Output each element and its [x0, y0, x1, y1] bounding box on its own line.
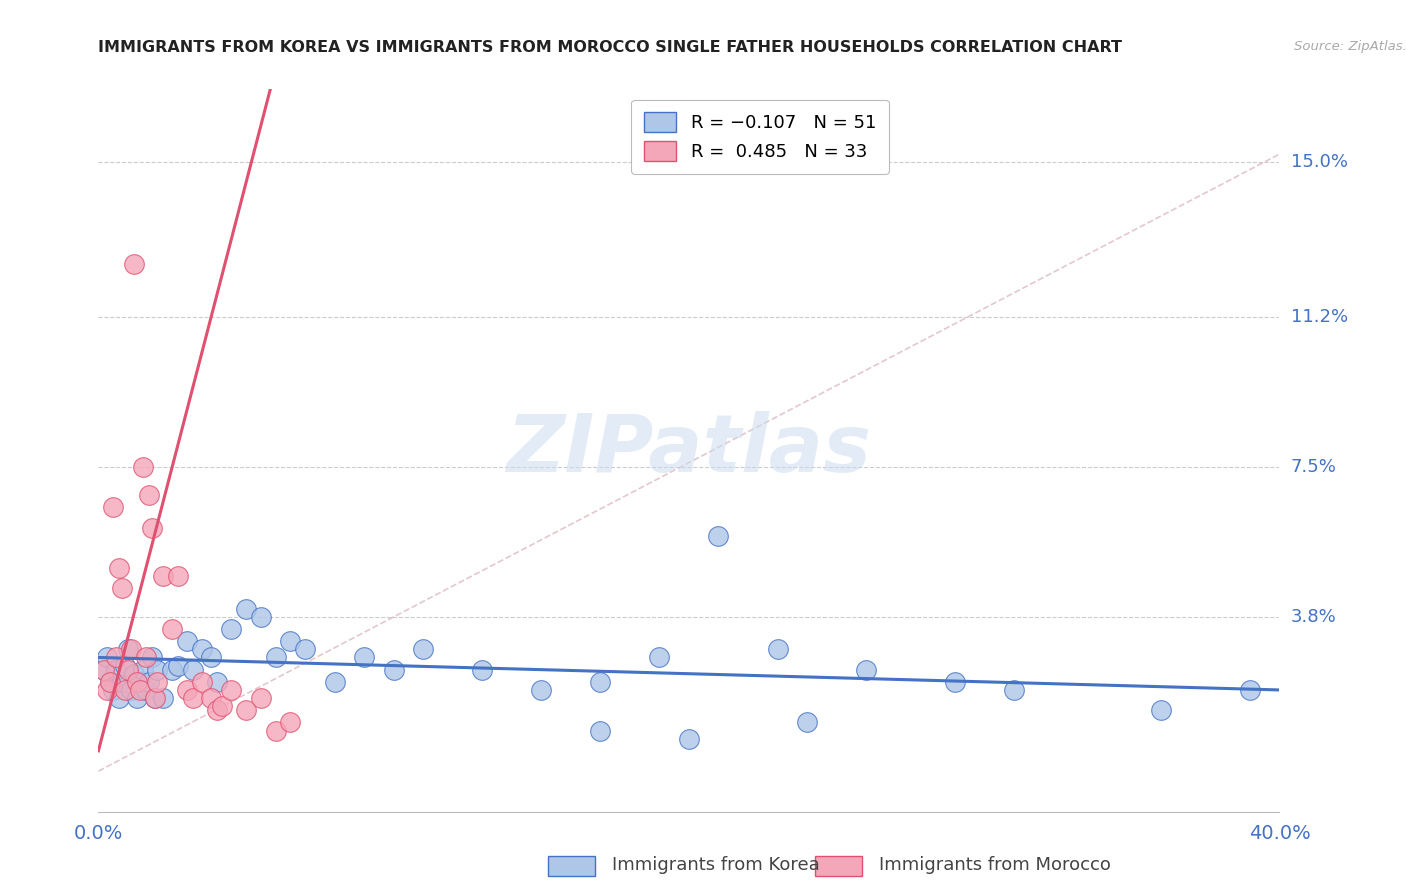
- Point: [707, 529, 730, 543]
- Point: [205, 674, 228, 689]
- Point: [855, 663, 877, 677]
- Point: [280, 715, 302, 730]
- Point: [235, 703, 257, 717]
- Point: [141, 650, 163, 665]
- Point: [135, 650, 157, 665]
- Point: [120, 682, 142, 697]
- Point: [141, 520, 163, 534]
- Point: [111, 582, 134, 596]
- Point: [143, 691, 166, 706]
- Point: [105, 650, 128, 665]
- Point: [264, 650, 287, 665]
- Point: [235, 601, 257, 615]
- Point: [200, 650, 222, 665]
- Point: [1239, 682, 1261, 697]
- Text: 7.5%: 7.5%: [1291, 458, 1337, 475]
- Point: [125, 674, 148, 689]
- Text: 15.0%: 15.0%: [1291, 153, 1347, 171]
- Text: Immigrants from Korea: Immigrants from Korea: [612, 856, 820, 874]
- Point: [294, 642, 316, 657]
- Point: [122, 257, 145, 271]
- Point: [117, 663, 139, 677]
- Point: [93, 663, 115, 677]
- Point: [167, 658, 190, 673]
- Point: [796, 715, 818, 730]
- Point: [152, 569, 174, 583]
- Text: ZIPatlas: ZIPatlas: [506, 411, 872, 490]
- Point: [98, 674, 121, 689]
- Point: [108, 691, 131, 706]
- Point: [105, 663, 128, 677]
- Point: [250, 610, 273, 624]
- Point: [221, 622, 243, 636]
- Point: [108, 561, 131, 575]
- Point: [152, 691, 174, 706]
- Point: [111, 674, 134, 689]
- Point: [176, 682, 198, 697]
- Point: [181, 691, 204, 706]
- Point: [98, 674, 121, 689]
- Point: [114, 658, 136, 673]
- Point: [135, 682, 157, 697]
- Point: [167, 569, 190, 583]
- Point: [114, 682, 136, 697]
- Point: [766, 642, 789, 657]
- Point: [96, 650, 118, 665]
- Point: [132, 663, 155, 677]
- Point: [125, 691, 148, 706]
- Point: [96, 682, 118, 697]
- Point: [648, 650, 671, 665]
- Point: [530, 682, 553, 697]
- Point: [382, 663, 405, 677]
- Point: [471, 663, 494, 677]
- Point: [205, 703, 228, 717]
- Point: [176, 634, 198, 648]
- Point: [943, 674, 966, 689]
- Point: [250, 691, 273, 706]
- Point: [146, 663, 169, 677]
- Text: Source: ZipAtlas.com: Source: ZipAtlas.com: [1294, 40, 1406, 54]
- Point: [589, 723, 612, 738]
- Point: [138, 674, 160, 689]
- Point: [191, 674, 214, 689]
- Legend: R = −0.107   N = 51, R =  0.485   N = 33: R = −0.107 N = 51, R = 0.485 N = 33: [631, 100, 889, 174]
- Point: [191, 642, 214, 657]
- Text: 3.8%: 3.8%: [1291, 607, 1336, 626]
- Point: [589, 674, 612, 689]
- Point: [103, 682, 125, 697]
- Point: [103, 500, 125, 515]
- Point: [264, 723, 287, 738]
- Point: [280, 634, 302, 648]
- Point: [120, 642, 142, 657]
- Point: [412, 642, 434, 657]
- Point: [1150, 703, 1173, 717]
- Point: [181, 663, 204, 677]
- Point: [138, 488, 160, 502]
- Point: [117, 642, 139, 657]
- Point: [162, 663, 183, 677]
- Text: Immigrants from Morocco: Immigrants from Morocco: [879, 856, 1111, 874]
- Point: [221, 682, 243, 697]
- Text: IMMIGRANTS FROM KOREA VS IMMIGRANTS FROM MOROCCO SINGLE FATHER HOUSEHOLDS CORREL: IMMIGRANTS FROM KOREA VS IMMIGRANTS FROM…: [98, 40, 1122, 55]
- Point: [323, 674, 346, 689]
- Point: [128, 682, 150, 697]
- Point: [200, 691, 222, 706]
- Point: [162, 622, 183, 636]
- Point: [132, 459, 155, 474]
- Point: [678, 731, 700, 746]
- Point: [93, 663, 115, 677]
- Point: [211, 699, 233, 714]
- Point: [1002, 682, 1025, 697]
- Point: [146, 674, 169, 689]
- Point: [143, 691, 166, 706]
- Point: [353, 650, 375, 665]
- Text: 11.2%: 11.2%: [1291, 308, 1348, 326]
- Point: [128, 674, 150, 689]
- Point: [122, 666, 145, 681]
